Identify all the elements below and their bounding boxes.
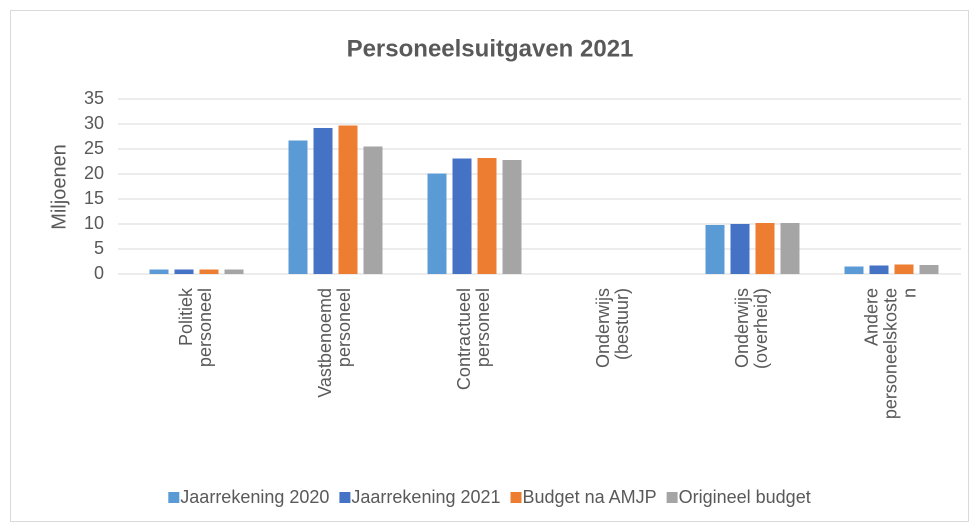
x-tick-label: (overheid) <box>751 288 771 369</box>
x-tick-label: Onderwijs <box>593 288 613 368</box>
legend-swatch <box>510 492 522 503</box>
y-tick-label: 15 <box>84 188 104 208</box>
legend-swatch <box>168 492 180 503</box>
y-tick-label: 5 <box>94 238 104 258</box>
x-tick-label: personeelskoste <box>880 288 900 419</box>
y-tick-label: 10 <box>84 213 104 233</box>
x-tick-label: n <box>899 288 919 298</box>
chart-title: Personeelsuitgaven 2021 <box>347 35 634 62</box>
x-tick-label: personeel <box>195 288 215 367</box>
bar <box>427 173 447 274</box>
bar <box>363 146 383 274</box>
legend-label: Budget na AMJP <box>523 487 657 507</box>
bar <box>780 223 800 274</box>
legend: Jaarrekening 2020 Jaarrekening 2021 Budget… <box>168 487 811 507</box>
x-tick-label: (bestuur) <box>612 288 632 360</box>
bar <box>844 266 864 274</box>
bar <box>452 158 472 274</box>
y-axis-title: Miljoenen <box>48 144 70 230</box>
x-tick-label: personeel <box>334 288 354 367</box>
legend-label: Jaarrekening 2020 <box>180 487 329 507</box>
bar <box>755 223 775 274</box>
legend-label: Origineel budget <box>679 487 811 507</box>
x-tick-label: Andere <box>861 288 881 346</box>
bar <box>224 269 244 274</box>
x-tick-label: Contractueel <box>454 288 474 390</box>
legend-label: Jaarrekening 2021 <box>351 487 500 507</box>
bar <box>149 269 169 274</box>
bar <box>502 160 522 274</box>
bar <box>199 269 219 274</box>
bar <box>174 269 194 274</box>
bar <box>869 265 889 274</box>
bar <box>338 125 358 274</box>
legend-swatch <box>666 492 678 503</box>
y-tick-label: 25 <box>84 138 104 158</box>
y-tick-label: 0 <box>94 263 104 283</box>
x-tick-label: Onderwijs <box>732 288 752 368</box>
bar <box>288 140 308 274</box>
bar <box>313 128 333 274</box>
bar <box>894 264 914 274</box>
bar <box>919 265 939 274</box>
bar <box>477 158 497 274</box>
x-tick-label: Vastbenoemd <box>315 288 335 398</box>
y-tick-label: 30 <box>84 113 104 133</box>
bar <box>705 225 725 274</box>
x-tick-label: Politiek <box>176 287 196 346</box>
x-tick-label: personeel <box>473 288 493 367</box>
bar <box>730 224 750 274</box>
y-tick-label: 20 <box>84 163 104 183</box>
y-tick-label: 35 <box>84 88 104 108</box>
legend-swatch <box>339 492 351 503</box>
